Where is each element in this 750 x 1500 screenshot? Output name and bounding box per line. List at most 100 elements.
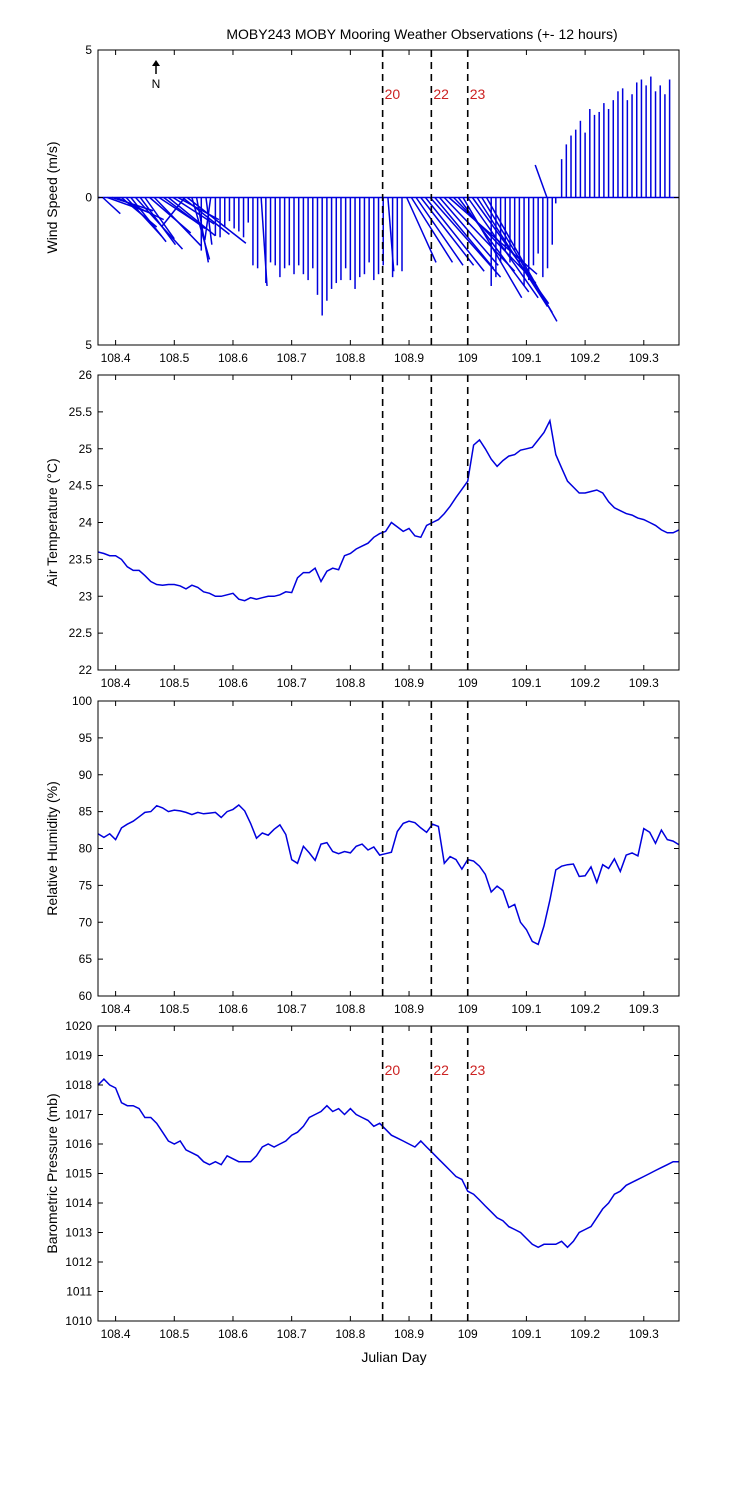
y-tick-label: 24.5 — [69, 479, 93, 493]
wind-vector — [467, 197, 539, 299]
x-tick-label: 108.9 — [394, 676, 424, 690]
x-tick-label: 108.5 — [159, 351, 189, 365]
event-label: 20 — [385, 86, 401, 102]
y-tick-label: 1015 — [65, 1167, 92, 1181]
wind-vector — [457, 197, 530, 293]
plot-frame — [97, 700, 680, 997]
x-tick-label: 109.2 — [570, 676, 600, 690]
x-tick-label: 109.2 — [570, 1002, 600, 1016]
y-tick-label: 90 — [79, 768, 93, 782]
y-axis-title: Air Temperature (°C) — [44, 458, 60, 586]
x-tick-label: 108.5 — [159, 1327, 189, 1341]
wind-vector — [167, 196, 216, 237]
x-tick-label: 108.9 — [394, 1002, 424, 1016]
wind-vector — [485, 197, 558, 322]
wind-vector — [182, 196, 230, 235]
plot-data — [98, 418, 679, 602]
wind-vector — [534, 164, 548, 198]
y-tick-label: 65 — [79, 952, 93, 966]
wind-vector — [476, 197, 549, 308]
y-axis-title: Barometric Pressure (mb) — [44, 1093, 60, 1253]
x-tick-label: 108.8 — [335, 1002, 365, 1016]
x-tick-label: 108.7 — [277, 1327, 307, 1341]
x-tick-label: 108.4 — [101, 1002, 131, 1016]
y-tick-label: 25.5 — [69, 405, 93, 419]
barometric-pressure-panel: 20 22 23 108.4 108.5 108.6 108.7 108.8 108.9 109 1… — [44, 1019, 680, 1341]
wind-vector — [186, 196, 247, 244]
x-tick-label: 108.7 — [277, 351, 307, 365]
event-label: 23 — [470, 1062, 486, 1078]
wind-vector — [163, 196, 206, 230]
figure-title: MOBY243 MOBY Mooring Weather Observation… — [226, 26, 617, 42]
x-tick-label: 108.5 — [159, 1002, 189, 1016]
y-tick-label: 22 — [79, 663, 93, 677]
plot-data — [98, 76, 679, 322]
wind-vector — [443, 196, 516, 272]
x-tick-label: 109.3 — [629, 676, 659, 690]
x-tick-label: 108.8 — [335, 676, 365, 690]
y-tick-label: 23.5 — [69, 552, 93, 566]
y-tick-label: 80 — [79, 842, 93, 856]
y-axis-title: Wind Speed (m/s) — [44, 141, 60, 253]
x-tick-label: 108.4 — [101, 351, 131, 365]
x-tick-label: 109.3 — [629, 1002, 659, 1016]
x-tick-label: 109.1 — [511, 1002, 541, 1016]
x-tick-label: 108.4 — [101, 676, 131, 690]
north-indicator: N — [152, 60, 161, 91]
y-tick-label: 0 — [85, 191, 92, 205]
y-tick-label: 85 — [79, 805, 93, 819]
x-tick-label: 109 — [458, 351, 478, 365]
x-tick-label: 109.2 — [570, 1327, 600, 1341]
x-tick-label: 108.6 — [218, 676, 248, 690]
y-tick-label: 75 — [79, 878, 93, 892]
x-tick-label: 109.2 — [570, 351, 600, 365]
wind-vector — [406, 197, 437, 263]
x-tick-label: 109 — [458, 1327, 478, 1341]
north-label: N — [152, 77, 161, 91]
x-tick-label: 108.6 — [218, 1327, 248, 1341]
series-line — [98, 1078, 679, 1249]
y-tick-label: 26 — [79, 368, 93, 382]
x-tick-label: 108.6 — [218, 351, 248, 365]
wind-vector — [102, 196, 121, 215]
y-tick-label: 95 — [79, 731, 93, 745]
wind-vector — [144, 197, 175, 240]
y-tick-label: 100 — [72, 694, 92, 708]
north-arrowhead-icon — [152, 60, 160, 66]
y-tick-label: 25 — [79, 442, 93, 456]
y-tick-label: 1018 — [65, 1078, 92, 1092]
x-axis-title: Julian Day — [361, 1349, 426, 1365]
y-tick-label: 1017 — [65, 1108, 92, 1122]
y-tick-label: 70 — [79, 915, 93, 929]
x-tick-label: 109.1 — [511, 676, 541, 690]
wind-vector — [204, 197, 212, 241]
wind-vector — [434, 197, 495, 269]
event-label: 22 — [433, 86, 449, 102]
y-tick-label: 1019 — [65, 1049, 92, 1063]
y-tick-label: 5 — [85, 43, 92, 57]
x-tick-label: 108.7 — [277, 1002, 307, 1016]
relative-humidity-panel: 108.4 108.5 108.6 108.7 108.8 108.9 109 109.1 10… — [44, 694, 680, 1016]
y-tick-label: 1020 — [65, 1019, 92, 1033]
y-tick-label: 23 — [79, 589, 93, 603]
air-temperature-panel: 108.4 108.5 108.6 108.7 108.8 108.9 109 109.1 10… — [44, 368, 680, 690]
x-tick-label: 108.5 — [159, 676, 189, 690]
x-tick-label: 108.8 — [335, 351, 365, 365]
x-tick-label: 109.1 — [511, 1327, 541, 1341]
y-tick-label: 24 — [79, 516, 93, 530]
plot-data — [98, 804, 679, 946]
wind-vector — [130, 197, 167, 243]
y-tick-label: 1013 — [65, 1226, 92, 1240]
x-tick-label: 109.3 — [629, 351, 659, 365]
wind-vector — [205, 197, 213, 245]
y-tick-label: 1014 — [65, 1196, 92, 1210]
y-tick-label: 60 — [79, 989, 93, 1003]
event-label: 22 — [433, 1062, 449, 1078]
x-tick-label: 108.4 — [101, 1327, 131, 1341]
wind-vector — [410, 197, 454, 263]
wind-speed-panel: 20 22 23 108.4 108.5 108.6 108.7 108.8 108.9 109 1… — [44, 43, 680, 365]
y-tick-label: 1010 — [65, 1314, 92, 1328]
y-tick-label: 1011 — [66, 1285, 92, 1299]
event-label: 23 — [470, 86, 486, 102]
